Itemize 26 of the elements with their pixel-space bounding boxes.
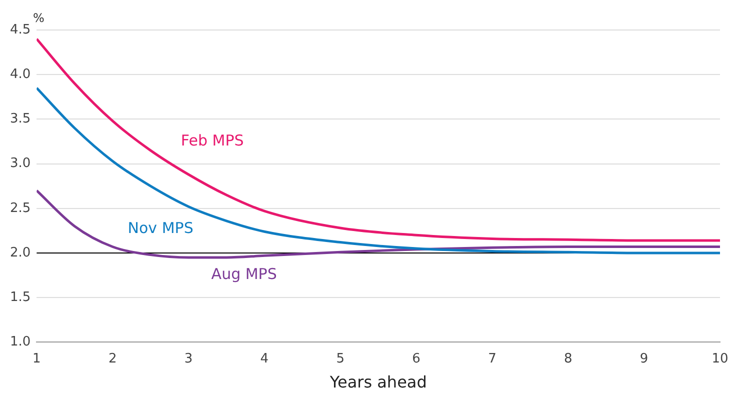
x-tick-label: 10 xyxy=(712,351,728,366)
x-tick-label: 3 xyxy=(184,351,193,366)
x-tick-label: 2 xyxy=(108,351,117,366)
x-tick-label: 6 xyxy=(412,351,420,366)
y-tick-label: 3.0 xyxy=(10,156,31,172)
series-label: Nov MPS xyxy=(128,218,194,237)
y-axis-title: % xyxy=(33,11,44,25)
x-tick-label: 1 xyxy=(32,351,41,366)
y-tick-label: 1.5 xyxy=(10,290,31,305)
y-tick-label: 2.0 xyxy=(10,245,31,260)
y-tick-label: 2.5 xyxy=(10,200,31,216)
y-tick-label: 4.0 xyxy=(10,66,31,82)
y-tick-label: 4.5 xyxy=(10,22,31,38)
series-label: Aug MPS xyxy=(211,265,277,284)
line-series xyxy=(36,189,720,259)
series-label: Feb MPS xyxy=(180,131,244,150)
line-series xyxy=(36,38,720,242)
x-tick-label: 4 xyxy=(260,351,269,366)
y-tick-label: 3.5 xyxy=(10,112,31,127)
x-tick-label: 9 xyxy=(640,351,648,366)
line-series xyxy=(36,86,720,254)
x-axis-title: Years ahead xyxy=(328,372,427,392)
x-tick-label: 8 xyxy=(564,351,572,366)
y-tick-label: 1.0 xyxy=(10,334,31,350)
x-tick-label: 5 xyxy=(336,351,345,366)
x-tick-label: 7 xyxy=(488,351,496,366)
